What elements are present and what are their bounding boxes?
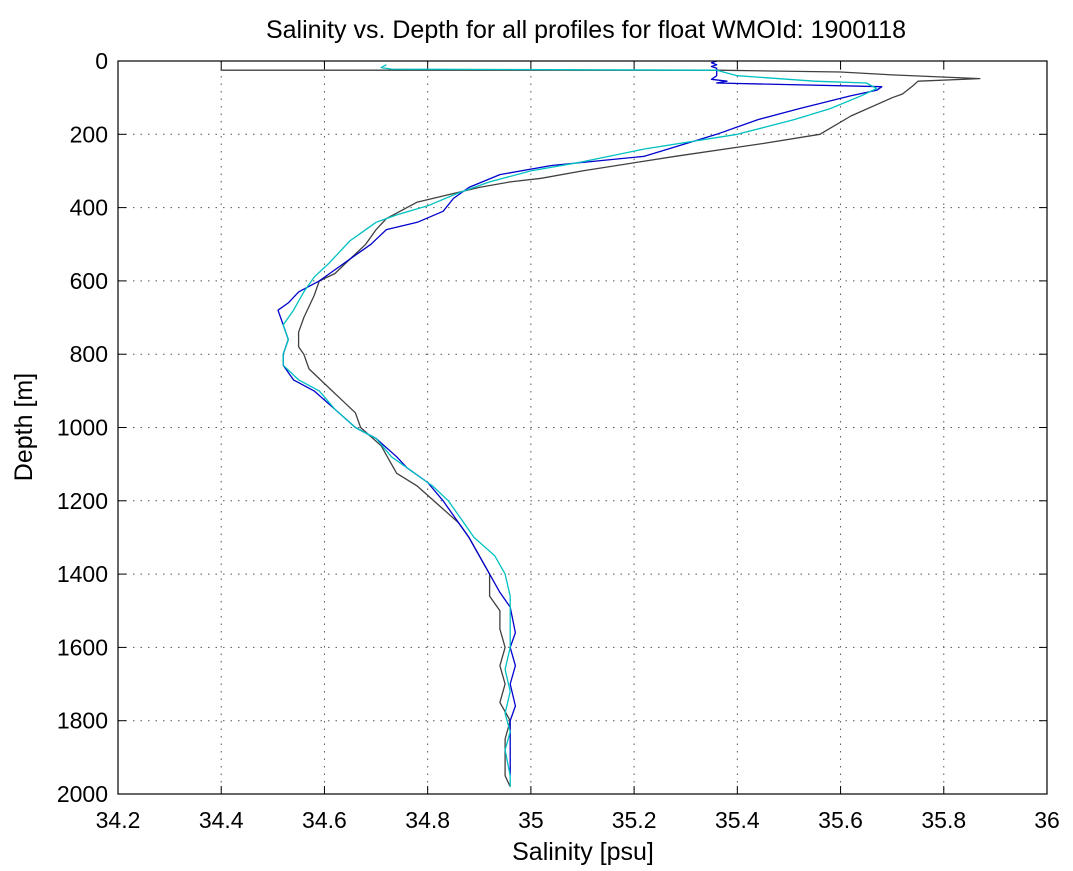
x-tick-labels: 34.2 34.4 34.6 34.8 35 35.2 35.4 35.6 35.8 36 [96, 807, 1060, 833]
y-tick-label: 400 [70, 195, 108, 221]
x-tick-label: 36 [1034, 807, 1060, 833]
y-tick-label: 600 [70, 268, 108, 294]
x-tick-label: 34.6 [302, 807, 347, 833]
y-tick-label: 200 [70, 121, 108, 147]
y-tick-label: 1000 [57, 415, 108, 441]
x-tick-label: 34.2 [96, 807, 141, 833]
axis-ticks [117, 60, 1048, 795]
y-axis-label: Depth [m] [10, 373, 38, 481]
y-tick-label: 2000 [57, 781, 108, 807]
y-tick-label: 0 [95, 48, 108, 74]
chart-title: Salinity vs. Depth for all profiles for … [266, 16, 906, 44]
x-tick-label: 34.4 [199, 807, 244, 833]
x-tick-label: 35.2 [612, 807, 657, 833]
y-tick-label: 1800 [57, 708, 108, 734]
y-tick-label: 1400 [57, 561, 108, 587]
x-axis-label: Salinity [psu] [512, 838, 654, 866]
x-tick-label: 34.8 [405, 807, 450, 833]
x-tick-label: 35.4 [715, 807, 760, 833]
salinity-profile-line-2 [277, 60, 883, 776]
y-tick-label: 1200 [57, 488, 108, 514]
salinity-profile-line-1 [220, 68, 981, 787]
plot-frame [117, 60, 1048, 795]
x-tick-label: 35.6 [818, 807, 863, 833]
y-tick-label: 1600 [57, 634, 108, 660]
y-tick-label: 800 [70, 341, 108, 367]
y-tick-labels: 0 200 400 600 800 1000 1200 1400 1600 1800 2000 [57, 48, 108, 807]
series-lines [220, 60, 981, 787]
x-tick-label: 35 [518, 807, 544, 833]
x-tick-label: 35.8 [921, 807, 966, 833]
salinity-profile-line-3 [282, 64, 878, 787]
